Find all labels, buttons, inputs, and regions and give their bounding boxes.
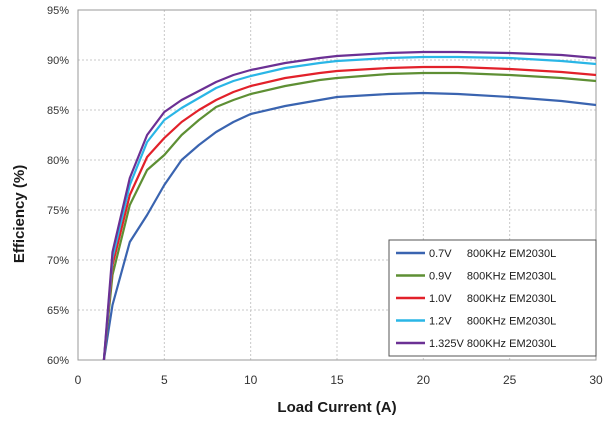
y-axis-title: Efficiency (%) — [11, 165, 28, 263]
legend-label-3: 1.0V 800KHz EM2030L — [429, 293, 556, 305]
series-line-1 — [102, 91, 596, 360]
legend-label-4: 1.2V 800KHz EM2030L — [429, 316, 556, 328]
legend: 0.7V 800KHz EM2030L 0.9V 800KHz EM2030L 1.… — [388, 239, 597, 357]
axis-layer: 60% 65% 70% 75% 80% 85% 90% 95% 0 5 10 15 20 25 30 — [47, 5, 603, 387]
y-tick-label: 90% — [47, 55, 69, 67]
y-tick-label: 95% — [47, 5, 69, 17]
y-tick-label: 85% — [47, 105, 69, 117]
x-tick-label: 30 — [589, 373, 603, 387]
legend-label-2: 0.9V 800KHz EM2030L — [429, 271, 556, 283]
x-tick-label: 20 — [417, 373, 431, 387]
x-tick-label: 0 — [75, 373, 82, 387]
series-layer — [102, 50, 596, 360]
legend-label-5: 1.325V 800KHz EM2030L — [429, 338, 556, 350]
series-line-3 — [102, 65, 596, 360]
y-tick-label: 70% — [47, 255, 69, 267]
series-line-5 — [102, 50, 596, 360]
legend-label-1: 0.7V 800KHz EM2030L — [429, 248, 556, 260]
y-tick-label: 65% — [47, 305, 69, 317]
y-tick-label: 60% — [47, 355, 69, 367]
x-tick-label: 10 — [244, 373, 258, 387]
series-line-2 — [102, 71, 596, 360]
plot-area-border — [77, 9, 597, 361]
y-tick-label: 80% — [47, 155, 69, 167]
x-tick-label: 25 — [503, 373, 517, 387]
x-axis-title: Load Current (A) — [277, 399, 396, 416]
y-tick-label: 75% — [47, 205, 69, 217]
x-tick-label: 15 — [330, 373, 344, 387]
x-tick-label: 5 — [161, 373, 168, 387]
series-line-4 — [102, 55, 596, 360]
